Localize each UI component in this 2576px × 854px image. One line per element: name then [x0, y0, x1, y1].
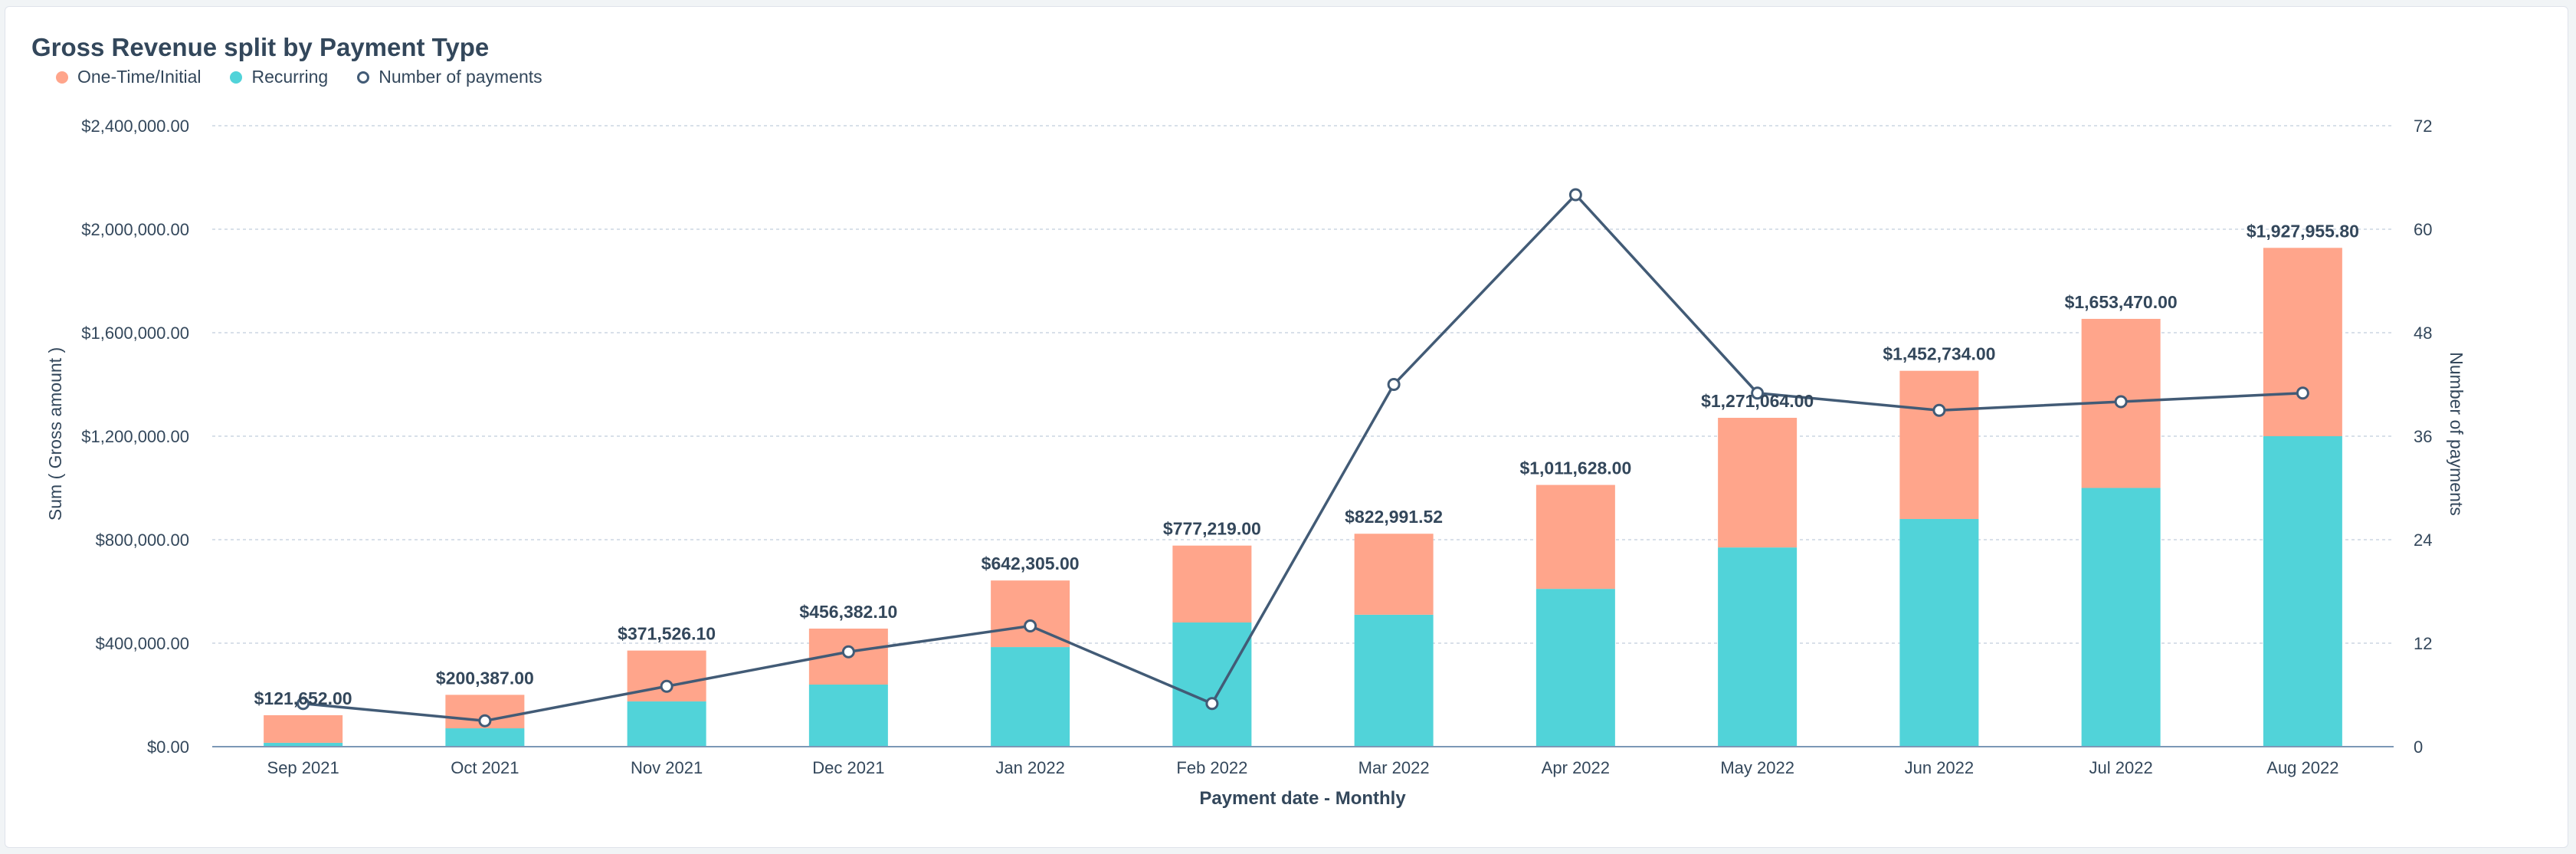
bar-total-label: $200,387.00	[436, 668, 534, 688]
bar-total-label: $1,452,734.00	[1883, 344, 1995, 364]
y2-tick-label: 48	[2414, 324, 2432, 343]
line-series	[297, 188, 2309, 728]
bar-recurring	[1899, 519, 1979, 747]
bar-total-label: $777,219.00	[1163, 519, 1261, 539]
y-tick-label: $800,000.00	[96, 530, 189, 550]
y-tick-label: $1,200,000.00	[81, 427, 189, 446]
bar-total-label: $121,652.00	[254, 688, 352, 708]
bar-one-time	[2263, 248, 2342, 436]
chart-legend: One-Time/Initial Recurring Number of pay…	[56, 67, 542, 87]
payments-point	[1205, 697, 1219, 711]
x-tick-label: Jul 2022	[2089, 758, 2153, 777]
bar-one-time	[1718, 418, 1798, 548]
y2-axis-title: Number of payments	[2447, 352, 2466, 515]
bar-one-time	[1172, 545, 1252, 622]
bar-one-time	[1535, 484, 1615, 590]
payments-point	[660, 679, 673, 693]
bar-total-label: $1,653,470.00	[2065, 292, 2178, 312]
payments-point	[297, 697, 310, 711]
chart-title: Gross Revenue split by Payment Type	[31, 33, 490, 61]
bar-total-label: $1,011,628.00	[1519, 458, 1631, 478]
payments-point	[2114, 395, 2128, 409]
x-tick-label: Apr 2022	[1542, 758, 1610, 777]
bar-total-label: $1,271,064.00	[1701, 391, 1814, 411]
axes: $0.00 0 $400,000.00 12 $800,000.00 24 $1,200,0…	[81, 117, 2432, 777]
legend-item-number-of-payments[interactable]: Number of payments	[357, 67, 542, 87]
legend-item-recurring[interactable]: Recurring	[230, 67, 328, 87]
y2-tick-label: 12	[2414, 634, 2432, 653]
bar-recurring	[445, 728, 525, 747]
payments-point	[1568, 188, 1582, 202]
legend-item-one-time[interactable]: One-Time/Initial	[56, 67, 201, 87]
bar-total-label: $642,305.00	[982, 553, 1080, 573]
payments-point	[1387, 378, 1401, 391]
payments-point	[1932, 403, 1946, 417]
bar-recurring	[627, 701, 706, 747]
x-tick-label: Jun 2022	[1905, 758, 1975, 777]
x-tick-label: Oct 2021	[451, 758, 519, 777]
bar-total-label: $822,991.52	[1345, 507, 1443, 527]
bar-total-label: $456,382.10	[799, 602, 897, 622]
legend-label-number-of-payments: Number of payments	[379, 67, 542, 87]
bar-recurring	[2263, 436, 2342, 747]
x-tick-label: Dec 2021	[812, 758, 884, 777]
x-tick-label: Sep 2021	[267, 758, 339, 777]
bar-one-time	[1354, 534, 1434, 615]
x-tick-label: Feb 2022	[1176, 758, 1247, 777]
bar-recurring	[1535, 589, 1615, 747]
bar-recurring	[264, 742, 343, 747]
payments-point	[841, 645, 855, 659]
legend-swatch-one-time	[56, 71, 68, 84]
bar-recurring	[1354, 614, 1434, 747]
bar-recurring	[808, 685, 888, 747]
gridlines	[212, 125, 2394, 644]
data-labels: $121,652.00 $200,387.00 $371,526.10 $456,38…	[254, 221, 2359, 708]
y-axis-title: Sum ( Gross amount )	[45, 347, 65, 521]
y-tick-label: $2,400,000.00	[81, 117, 189, 136]
bar-one-time	[264, 714, 343, 743]
legend-label-recurring: Recurring	[251, 67, 329, 87]
y-tick-label: $1,600,000.00	[81, 324, 189, 343]
y-tick-label: $0.00	[147, 737, 189, 757]
bar-one-time	[627, 650, 706, 701]
payments-point	[478, 714, 492, 728]
bar-total-label: $371,526.10	[618, 624, 716, 644]
bar-recurring	[1718, 547, 1798, 747]
y2-tick-label: 36	[2414, 427, 2432, 446]
y2-tick-label: 60	[2414, 220, 2432, 239]
bar-total-label: $1,927,955.80	[2247, 221, 2359, 241]
payments-point	[2296, 386, 2309, 400]
y2-tick-label: 0	[2414, 737, 2423, 757]
x-tick-label: Mar 2022	[1358, 758, 1430, 777]
x-tick-label: Aug 2022	[2266, 758, 2338, 777]
bar-series	[264, 248, 2342, 747]
y2-tick-label: 24	[2414, 530, 2432, 550]
bar-recurring	[2081, 488, 2161, 747]
x-tick-label: Nov 2021	[631, 758, 703, 777]
x-axis-title: Payment date - Monthly	[1199, 788, 1406, 809]
legend-label-one-time: One-Time/Initial	[77, 67, 202, 87]
x-tick-label: May 2022	[1720, 758, 1794, 777]
legend-swatch-recurring	[230, 71, 243, 84]
bar-recurring	[991, 647, 1070, 747]
x-tick-label: Jan 2022	[995, 758, 1065, 777]
bar-recurring	[1172, 622, 1252, 747]
payments-line	[303, 192, 2303, 723]
legend-swatch-number-of-payments	[357, 71, 370, 84]
y2-tick-label: 72	[2414, 117, 2432, 136]
bar-one-time	[1899, 370, 1979, 519]
payments-point	[1751, 386, 1765, 400]
y-tick-label: $2,000,000.00	[81, 220, 189, 239]
y-tick-label: $400,000.00	[96, 634, 189, 653]
payments-point	[1024, 619, 1037, 632]
